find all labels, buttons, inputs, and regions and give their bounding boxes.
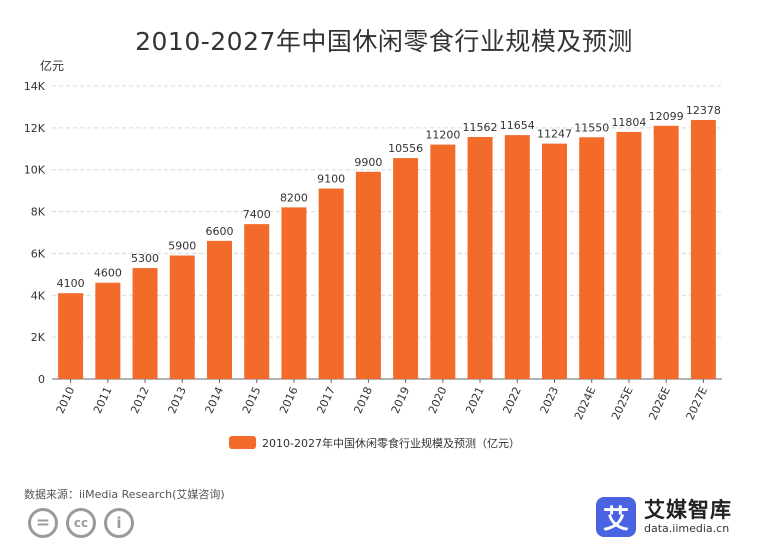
y-tick-label: 8K [31,206,46,219]
x-tick-label: 2012 [128,385,152,416]
bar [207,240,232,379]
brand-logo-icon: 艾 [596,497,636,537]
brand-block: 艾 艾媒智库 data.iimedia.cn [596,497,732,537]
y-tick-label: 0 [38,373,45,386]
data-label: 6600 [206,225,234,238]
chart-title: 2010-2027年中国休闲零食行业规模及预测 [135,27,633,56]
y-tick-label: 2K [31,331,46,344]
x-tick-label: 2023 [538,385,562,416]
data-label: 12378 [686,104,721,117]
data-label: 9900 [354,156,382,169]
data-label: 11550 [574,121,609,134]
data-label: 11200 [425,129,460,142]
x-tick-label: 2027E [684,385,711,422]
bar [355,171,381,379]
bar-chart: 亿元 0 2K 4K 6K 8K 10K 12K 14K 4100 2010 4600 2011 5300… [24,58,722,450]
equals-icon: = [28,508,58,538]
x-tick-label: 2015 [240,385,264,416]
x-tick-label: 2014 [203,385,227,416]
data-label: 9100 [317,173,345,186]
y-tick-label: 12K [24,122,46,135]
data-label: 4100 [57,277,85,290]
x-tick-label: 2018 [351,385,375,416]
bar [579,137,605,379]
data-label: 7400 [243,208,271,221]
x-tick-label: 2010 [54,385,78,416]
bar [393,158,419,379]
bar [95,282,121,379]
person-icon: i [104,508,134,538]
data-label: 5300 [131,252,159,265]
bar [467,137,493,379]
data-label: 11247 [537,128,572,141]
y-tick-label: 4K [31,289,46,302]
y-tick-label: 14K [24,80,46,93]
y-tick-label: 10K [24,164,46,177]
cc-icon: cc [66,508,96,538]
x-tick-label: 2011 [91,385,115,416]
x-tick-label: 2022 [500,385,524,416]
bar [244,224,270,379]
data-label: 10556 [388,142,423,155]
bar [58,293,84,379]
brand-url: data.iimedia.cn [644,522,730,535]
y-unit-label: 亿元 [40,58,64,73]
x-tick-label: 2020 [426,385,450,416]
bar [281,207,307,379]
data-label: 4600 [94,267,122,280]
bar [430,144,456,379]
x-tick-label: 2024E [572,385,599,422]
bar [318,188,344,379]
brand-name: 艾媒智库 [644,498,732,522]
bar [542,143,567,379]
data-label: 8200 [280,191,308,204]
legend-swatch [229,436,256,449]
data-label: 5900 [168,240,196,253]
data-label: 11654 [500,119,535,132]
bar [616,131,642,379]
data-label: 11804 [611,116,646,129]
x-tick-label: 2013 [165,385,189,416]
license-icons: = cc i [28,508,134,538]
bar [169,255,195,379]
x-tick-label: 2021 [463,385,487,416]
x-tick-label: 2017 [314,385,338,416]
data-label: 12099 [649,110,684,123]
bar [132,268,158,379]
x-tick-label: 2019 [389,385,413,416]
x-tick-label: 2025E [609,385,636,422]
legend-label: 2010-2027年中国休闲零食行业规模及预测（亿元） [262,436,520,450]
y-tick-label: 6K [31,247,46,260]
bar [690,119,716,380]
bar [504,135,530,379]
bar [653,125,679,379]
x-tick-label: 2026E [646,385,673,422]
x-tick-label: 2016 [277,385,301,416]
data-source: 数据来源：iiMedia Research(艾媒咨询) [24,488,225,501]
data-label: 11562 [463,121,498,134]
